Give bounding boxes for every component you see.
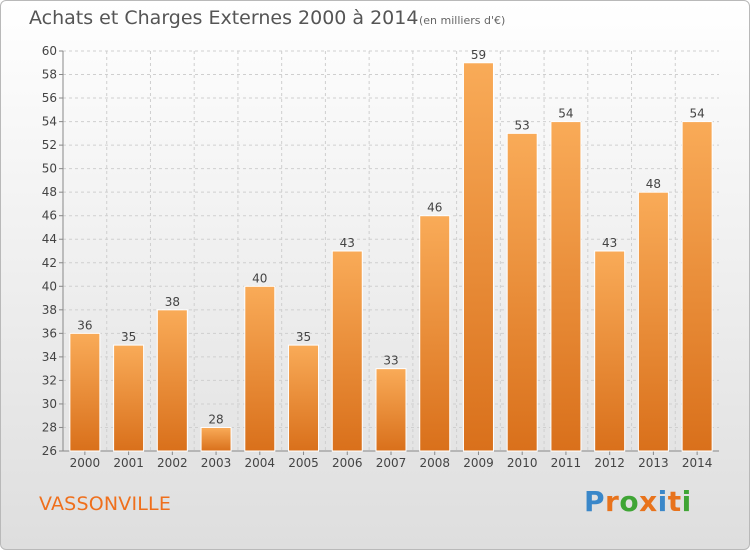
bar-2002 — [156, 309, 188, 452]
logo-letter: r — [605, 485, 620, 518]
labels: 36 2000 35 2001 38 2002 28 2003 40 2004 35 2005 43 20… — [70, 48, 713, 470]
bar-2004 — [244, 285, 276, 452]
y-tick-label: 30 — [42, 397, 57, 411]
logo-letter: P — [584, 485, 606, 518]
x-tick-label: 2010 — [507, 456, 538, 470]
bar-value-label: 43 — [340, 236, 355, 250]
bar-2013 — [637, 191, 669, 452]
logo-letter: i — [681, 485, 692, 518]
x-tick-label: 2007 — [376, 456, 407, 470]
x-tick-label: 2005 — [288, 456, 319, 470]
x-tick-label: 2000 — [70, 456, 101, 470]
y-tick-label: 38 — [42, 303, 57, 317]
x-tick-label: 2013 — [638, 456, 669, 470]
logo-letter: o — [619, 485, 640, 518]
x-tick-label: 2009 — [463, 456, 494, 470]
y-tick-label: 32 — [42, 373, 57, 387]
y-tick-label: 56 — [42, 91, 57, 105]
bar-value-label: 38 — [165, 295, 180, 309]
bar-value-label: 59 — [471, 48, 486, 62]
bar-value-label: 35 — [296, 330, 311, 344]
y-tick-label: 36 — [42, 326, 57, 340]
y-tick-label: 48 — [42, 185, 57, 199]
x-tick-label: 2003 — [201, 456, 232, 470]
bar-value-label: 35 — [121, 330, 136, 344]
bar-2012 — [594, 250, 626, 452]
bar-value-label: 46 — [427, 201, 442, 215]
x-tick-label: 2002 — [157, 456, 188, 470]
bar-2000 — [69, 332, 101, 452]
x-tick-label: 2014 — [682, 456, 713, 470]
x-tick-label: 2011 — [551, 456, 582, 470]
bar-value-label: 36 — [77, 318, 92, 332]
y-tick-label: 50 — [42, 162, 57, 176]
bars — [69, 62, 713, 452]
bar-value-label: 53 — [515, 118, 530, 132]
logo-letter: t — [667, 485, 682, 518]
y-tick-label: 54 — [42, 115, 57, 129]
bar-2005 — [288, 344, 320, 452]
bar-2001 — [113, 344, 145, 452]
y-tick-label: 28 — [42, 420, 57, 434]
y-tick-label: 58 — [42, 68, 57, 82]
bar-2008 — [419, 215, 451, 452]
commune-name: VASSONVILLE — [39, 493, 172, 515]
y-tick-label: 34 — [42, 350, 57, 364]
bar-value-label: 28 — [208, 412, 223, 426]
bar-value-label: 40 — [252, 271, 267, 285]
bar-2007 — [375, 368, 407, 452]
bar-value-label: 43 — [602, 236, 617, 250]
y-tick-label: 42 — [42, 256, 57, 270]
logo-letter: x — [639, 485, 658, 518]
bar-2014 — [681, 121, 713, 452]
bar-value-label: 33 — [383, 354, 398, 368]
x-tick-label: 2006 — [332, 456, 363, 470]
proxiti-logo: Proxiti — [584, 485, 692, 518]
y-tick-label: 46 — [42, 209, 57, 223]
x-tick-label: 2012 — [594, 456, 625, 470]
bar-2009 — [462, 62, 494, 452]
chart-subtitle: (en milliers d'€) — [419, 14, 506, 27]
bar-2011 — [550, 121, 582, 452]
y-tick-label: 60 — [42, 44, 57, 58]
y-tick-label: 40 — [42, 279, 57, 293]
bar-value-label: 54 — [689, 107, 704, 121]
logo-letter: i — [657, 485, 668, 518]
bar-2006 — [331, 250, 363, 452]
y-tick-label: 26 — [42, 444, 57, 458]
y-tick-label: 44 — [42, 232, 57, 246]
chart-title: Achats et Charges Externes 2000 à 2014 — [29, 7, 419, 29]
bar-value-label: 48 — [646, 177, 661, 191]
x-tick-label: 2008 — [419, 456, 450, 470]
bar-2010 — [506, 132, 538, 452]
x-tick-label: 2004 — [245, 456, 276, 470]
bar-value-label: 54 — [558, 107, 573, 121]
x-tick-label: 2001 — [113, 456, 144, 470]
bar-2003 — [200, 426, 232, 452]
y-tick-label: 52 — [42, 138, 57, 152]
